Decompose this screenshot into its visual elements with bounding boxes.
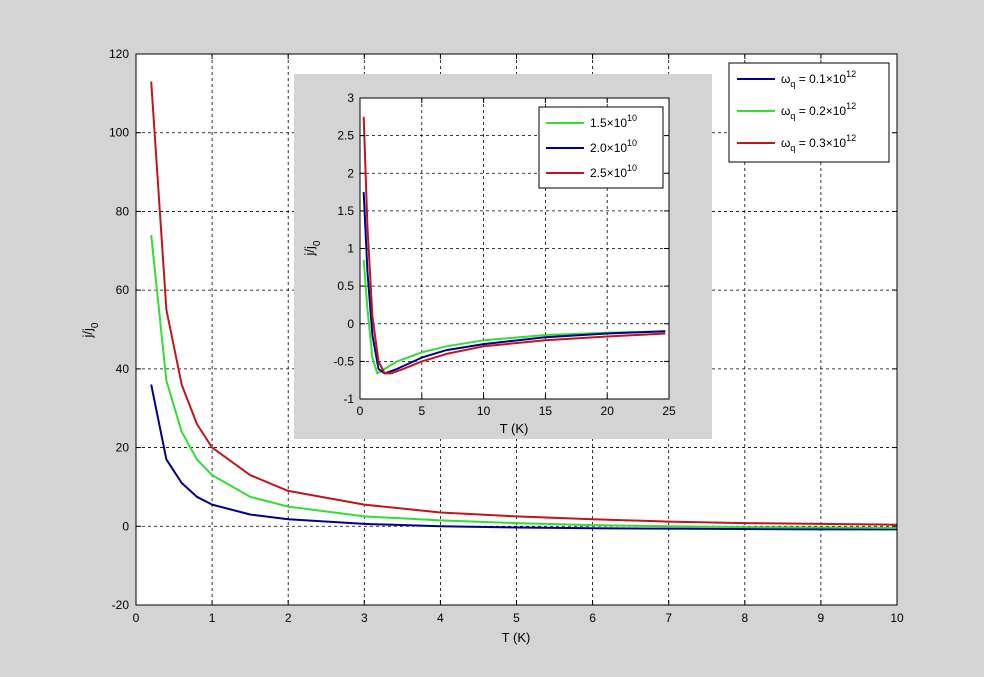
inset-series-line-2 bbox=[362, 192, 666, 375]
main-y-tick-label: 120 bbox=[109, 47, 129, 61]
main-legend-label: ωq = 0.2×1012 bbox=[781, 101, 856, 121]
main-series-line-2 bbox=[150, 234, 898, 529]
main-y-tick-label: 20 bbox=[116, 441, 130, 455]
main-y-tick-label: 40 bbox=[116, 362, 130, 376]
main-x-tick-label: 3 bbox=[361, 611, 368, 625]
main-legend-item: ωq = 0.1×1012 bbox=[737, 69, 856, 89]
inset-legend-label: 2.0×1010 bbox=[590, 138, 637, 155]
main-legend-label: ωq = 0.1×1012 bbox=[781, 69, 856, 89]
main-y-tick-label: 60 bbox=[116, 283, 130, 297]
inset-x-tick-label: 15 bbox=[539, 404, 553, 418]
inset-y-tick-label: 1 bbox=[347, 242, 354, 256]
main-x-tick-label: 0 bbox=[133, 611, 140, 625]
main-series-line-1 bbox=[150, 384, 897, 531]
main-y-tick-label: -20 bbox=[112, 598, 130, 612]
main-legend-item: ωq = 0.2×1012 bbox=[737, 101, 856, 121]
main-y-tick-label: 0 bbox=[122, 519, 129, 533]
inset-legend-item: 2.0×1010 bbox=[546, 138, 637, 155]
main-legend-label-subscript: q bbox=[790, 143, 795, 153]
main-legend-label-symbol: ω bbox=[781, 72, 790, 86]
main-x-tick-label: 2 bbox=[285, 611, 292, 625]
main-x-tick-label: 9 bbox=[818, 611, 825, 625]
inset-x-tick-label: 20 bbox=[601, 404, 615, 418]
inset-x-tick-label: 0 bbox=[357, 404, 364, 418]
main-y-axis-label: j/j0 bbox=[80, 322, 101, 338]
main-legend-label-subscript: q bbox=[790, 111, 795, 121]
main-legend-label-symbol: ω bbox=[781, 104, 790, 118]
main-legend-label-superscript: 12 bbox=[846, 133, 856, 143]
inset-x-axis-label: T (K) bbox=[500, 421, 529, 436]
main-series-line-3 bbox=[150, 81, 898, 526]
inset-x-tick-label: 10 bbox=[477, 404, 491, 418]
main-x-tick-label: 6 bbox=[589, 611, 596, 625]
inset-ticks: 0 5 10 15 20 25 -1 -0.5 0 0.5 1 1.5 2 2.5 3 bbox=[333, 91, 676, 418]
main-x-tick-label: 7 bbox=[665, 611, 672, 625]
inset-legend-label-text: 2.0×10 bbox=[590, 141, 627, 155]
main-x-tick-label: 10 bbox=[890, 611, 904, 625]
main-legend-label-symbol: ω bbox=[781, 136, 790, 150]
main-legend-label-superscript: 12 bbox=[846, 101, 856, 111]
inset-legend-item: 1.5×1010 bbox=[546, 113, 637, 130]
inset-legend-item: 2.5×1010 bbox=[546, 163, 637, 180]
inset-y-tick-label: 0 bbox=[347, 317, 354, 331]
inset-series-line-1 bbox=[362, 259, 666, 375]
main-x-tick-label: 4 bbox=[437, 611, 444, 625]
main-y-tick-label: 100 bbox=[109, 126, 129, 140]
inset-x-tick-label: 25 bbox=[662, 404, 676, 418]
inset-legend-label-text: 1.5×10 bbox=[590, 116, 627, 130]
inset-legend-label-superscript: 10 bbox=[627, 113, 637, 123]
inset-legend-label-superscript: 10 bbox=[627, 138, 637, 148]
inset-y-tick-label: -0.5 bbox=[333, 354, 354, 368]
inset-legend-label-superscript: 10 bbox=[627, 163, 637, 173]
inset-legend-label: 1.5×1010 bbox=[590, 113, 637, 130]
inset-legend-label: 2.5×1010 bbox=[590, 163, 637, 180]
main-legend-label-text: = 0.1×10 bbox=[795, 72, 846, 86]
main-x-tick-label: 1 bbox=[209, 611, 216, 625]
inset-y-tick-label: -1 bbox=[343, 392, 354, 406]
main-x-tick-label: 8 bbox=[741, 611, 748, 625]
main-legend-label-text: = 0.2×10 bbox=[795, 104, 846, 118]
main-legend-label-text: = 0.3×10 bbox=[795, 136, 846, 150]
main-legend-label-subscript: q bbox=[790, 79, 795, 89]
main-x-tick-label: 5 bbox=[513, 611, 520, 625]
main-y-tick-label: 80 bbox=[116, 204, 130, 218]
inset-y-tick-label: 3 bbox=[347, 91, 354, 105]
main-y-axis-label-sub: 0 bbox=[90, 322, 101, 328]
main-y-axis-label-main: j/j bbox=[80, 328, 95, 339]
inset-legend-label-text: 2.5×10 bbox=[590, 166, 627, 180]
inset-series-line-3 bbox=[362, 116, 666, 375]
inset-series-group bbox=[362, 116, 666, 375]
main-series-group bbox=[150, 81, 898, 531]
inset-y-tick-label: 0.5 bbox=[337, 279, 354, 293]
main-legend-label-superscript: 12 bbox=[846, 69, 856, 79]
inset-y-axis-label-sub: 0 bbox=[312, 240, 323, 246]
main-legend-label: ωq = 0.3×1012 bbox=[781, 133, 856, 153]
inset-y-axis-label-main: j/j bbox=[302, 246, 317, 257]
main-x-axis-label: T (K) bbox=[502, 630, 531, 645]
inset-y-tick-label: 1.5 bbox=[337, 204, 354, 218]
main-legend-item: ωq = 0.3×1012 bbox=[737, 133, 856, 153]
inset-y-axis-label: j/j0 bbox=[302, 240, 323, 256]
inset-y-tick-label: 2.5 bbox=[337, 129, 354, 143]
inset-x-tick-label: 5 bbox=[418, 404, 425, 418]
inset-y-tick-label: 2 bbox=[347, 166, 354, 180]
